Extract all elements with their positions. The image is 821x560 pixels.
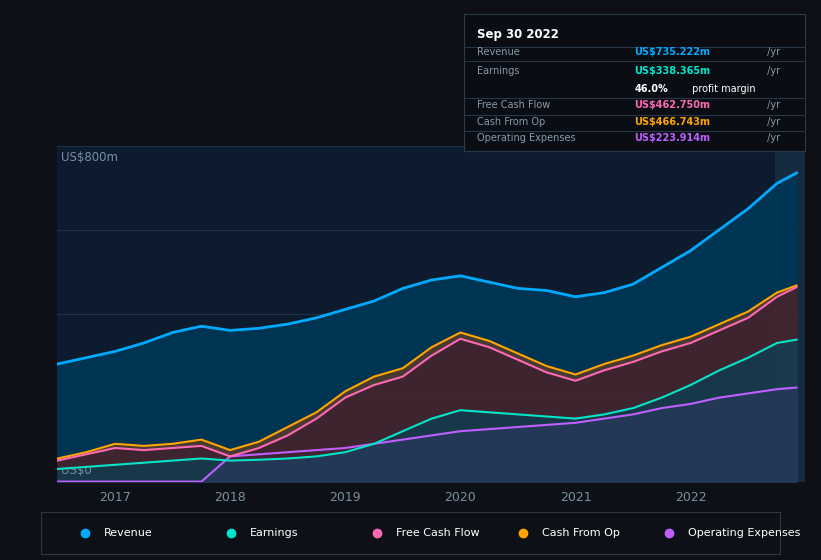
Text: /yr: /yr: [764, 100, 780, 110]
Text: Free Cash Flow: Free Cash Flow: [478, 100, 551, 110]
Text: Cash From Op: Cash From Op: [542, 529, 620, 538]
Text: Cash From Op: Cash From Op: [478, 117, 546, 127]
Text: US$800m: US$800m: [62, 151, 118, 164]
Text: Earnings: Earnings: [478, 66, 520, 76]
Text: Free Cash Flow: Free Cash Flow: [396, 529, 479, 538]
Text: US$462.750m: US$462.750m: [635, 100, 710, 110]
Text: 46.0%: 46.0%: [635, 84, 668, 94]
Text: US$0: US$0: [62, 464, 92, 477]
Text: US$338.365m: US$338.365m: [635, 66, 710, 76]
Text: Revenue: Revenue: [478, 47, 521, 57]
Text: Revenue: Revenue: [103, 529, 153, 538]
Text: US$466.743m: US$466.743m: [635, 117, 710, 127]
Text: /yr: /yr: [764, 117, 780, 127]
Text: /yr: /yr: [764, 66, 780, 76]
Text: Operating Expenses: Operating Expenses: [688, 529, 800, 538]
Text: /yr: /yr: [764, 133, 780, 143]
Bar: [775, 146, 805, 482]
Text: Earnings: Earnings: [250, 529, 298, 538]
Text: /yr: /yr: [764, 47, 780, 57]
Text: profit margin: profit margin: [689, 84, 755, 94]
Text: US$735.222m: US$735.222m: [635, 47, 710, 57]
Text: Sep 30 2022: Sep 30 2022: [478, 28, 559, 41]
Text: US$223.914m: US$223.914m: [635, 133, 710, 143]
Text: Operating Expenses: Operating Expenses: [478, 133, 576, 143]
